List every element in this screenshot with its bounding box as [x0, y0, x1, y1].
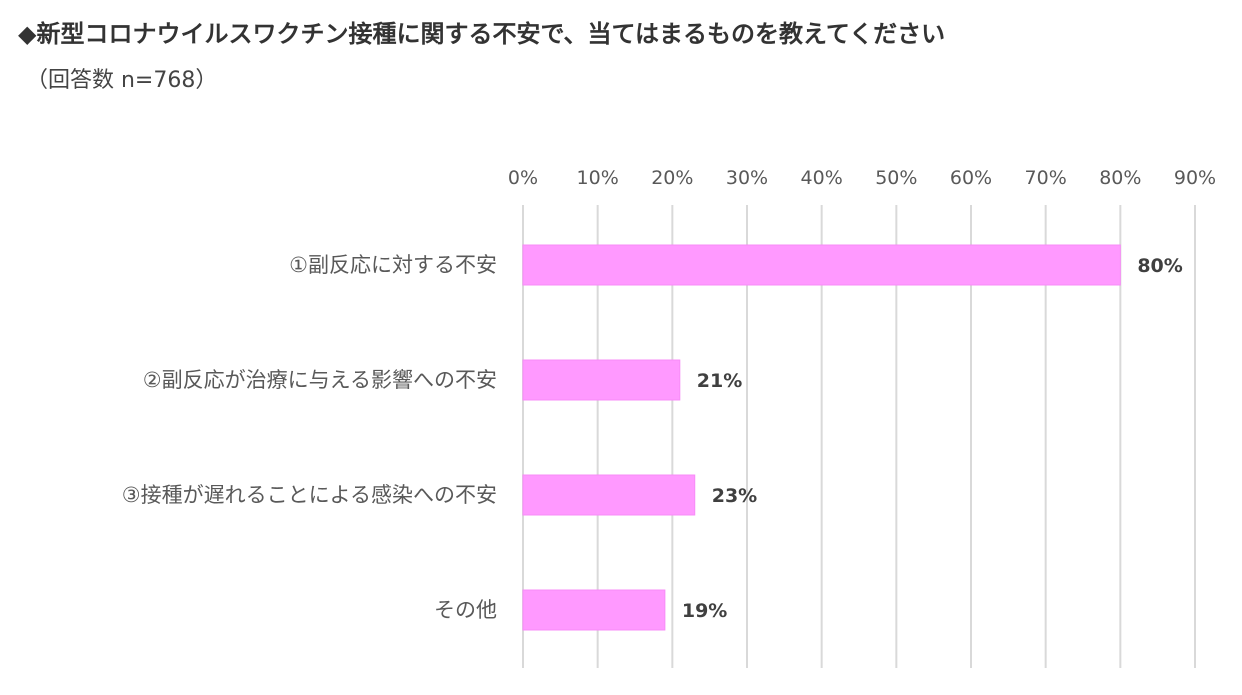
- category-label: その他: [434, 598, 497, 622]
- category-label: ③接種が遅れることによる感染への不安: [122, 483, 497, 507]
- category-label: ①副反応に対する不安: [289, 253, 497, 277]
- bar: [522, 474, 696, 516]
- data-label: 21%: [697, 370, 742, 392]
- category-labels: ①副反応に対する不安 ②副反応が治療に与える影響への不安 ③接種が遅れることによる感…: [122, 253, 497, 622]
- data-labels: 80% 21% 23% 19%: [682, 255, 1183, 622]
- x-tick-label: 30%: [726, 167, 768, 189]
- bar: [522, 359, 681, 401]
- data-label: 23%: [712, 485, 757, 507]
- x-tick-label: 70%: [1025, 167, 1067, 189]
- category-label: ②副反応が治療に与える影響への不安: [143, 368, 497, 392]
- chart-title: ◆新型コロナウイルスワクチン接種に関する不安で、当てはまるものを教えてください: [18, 20, 946, 48]
- bars: [522, 244, 1121, 631]
- x-axis-ticks: 0% 10% 20% 30% 40% 50% 60% 70% 80% 90%: [508, 167, 1216, 189]
- x-tick-label: 50%: [875, 167, 917, 189]
- bar: [522, 589, 666, 631]
- chart-subtitle: （回答数 n=768）: [26, 68, 218, 93]
- data-label: 19%: [682, 600, 727, 622]
- data-label: 80%: [1137, 255, 1182, 277]
- x-tick-label: 20%: [651, 167, 693, 189]
- x-tick-label: 60%: [950, 167, 992, 189]
- bar: [522, 244, 1121, 286]
- x-tick-label: 40%: [801, 167, 843, 189]
- x-tick-label: 90%: [1174, 167, 1216, 189]
- x-tick-label: 0%: [508, 167, 538, 189]
- x-tick-label: 10%: [577, 167, 619, 189]
- x-tick-label: 80%: [1099, 167, 1141, 189]
